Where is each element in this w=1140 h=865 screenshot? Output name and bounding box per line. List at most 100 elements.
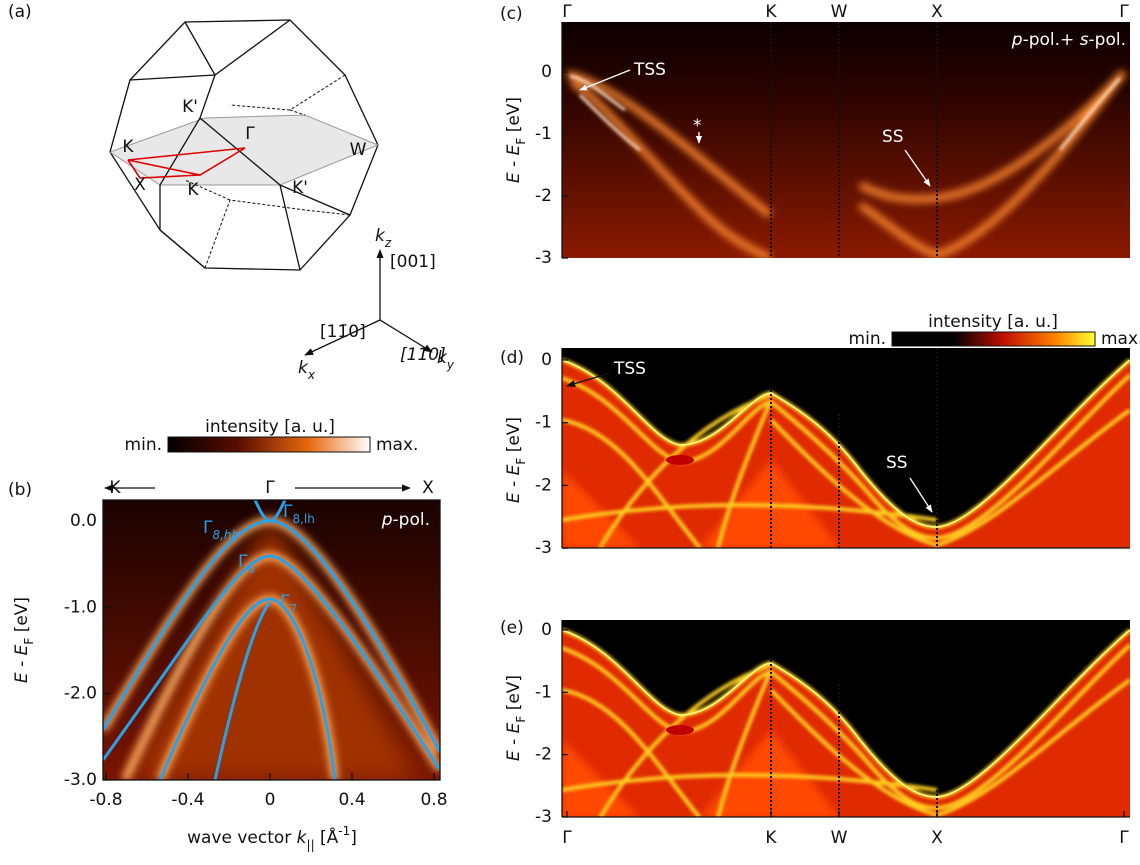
y-axis-label-part: [eV] — [12, 597, 32, 638]
x-tick-label: 0.4 — [338, 790, 365, 810]
polarization-part: p — [381, 510, 393, 530]
y-axis-label: E - EF [eV] — [504, 417, 528, 503]
axis-direction: [110] — [400, 345, 446, 365]
polarization-part: -pol.+ — [1023, 30, 1080, 50]
axis-ky-part: y — [446, 358, 455, 372]
calc-panel-e — [562, 620, 1130, 818]
x-axis-label: wave vector k|| [Å-1] — [187, 824, 357, 852]
annotation: SS — [882, 127, 904, 147]
axis-kz-part: z — [384, 236, 392, 250]
axis-kz: kz — [375, 226, 392, 250]
polarization-part: -pol. — [1089, 30, 1126, 50]
polarization: p-pol. — [381, 510, 430, 530]
point-label: Γ — [245, 124, 255, 144]
k-point-label: Γ — [562, 828, 572, 848]
annotation: TSS — [613, 359, 646, 379]
colorbar-max: max. — [376, 435, 418, 455]
panel-label: (d) — [500, 348, 524, 368]
band-label-part: 8,lh — [292, 512, 314, 526]
colorbar-title: intensity [a. u.] — [928, 312, 1058, 332]
band-label-part: 8,hh — [212, 528, 239, 542]
y-axis-label-part: E — [504, 144, 524, 155]
annotation: * — [693, 116, 702, 136]
y-axis-label-part: - — [504, 475, 524, 492]
annotation: TSS — [633, 60, 666, 80]
y-axis-label-part: [eV] — [504, 97, 524, 138]
y-tick-label: -1.0 — [64, 597, 97, 617]
y-axis-label: E - EF [eV] — [504, 675, 528, 761]
y-tick-label: 0.0 — [70, 511, 97, 531]
y-tick-label: -1 — [535, 682, 552, 702]
x-tick-label: 0 — [265, 790, 276, 810]
axis-kx: kx — [298, 358, 316, 382]
point-label: X — [134, 175, 146, 195]
polarization: p-pol.+ s-pol. — [1011, 30, 1126, 50]
y-tick-label: -3 — [535, 807, 552, 827]
polarization-part: p — [1011, 30, 1023, 50]
colorbar-max: max. — [1101, 329, 1140, 349]
direction-label: K — [109, 478, 121, 498]
y-tick-label: -1 — [535, 124, 552, 144]
point-label: K — [187, 180, 199, 200]
k-point-label: K — [765, 828, 777, 848]
k-point-label: Γ — [1119, 2, 1129, 22]
x-axis-label-part: -1 — [338, 824, 350, 838]
y-tick-label: 0 — [541, 350, 552, 370]
annotation: SS — [886, 453, 908, 473]
polarization-part: s — [1080, 30, 1089, 50]
point-label: K' — [292, 178, 308, 198]
y-tick-label: -3.0 — [64, 770, 97, 790]
band-label-part: 6 — [247, 562, 255, 576]
point-label: W — [350, 140, 367, 160]
colorbar-min: min. — [849, 329, 886, 349]
panel-label: (c) — [500, 4, 523, 24]
calc-panel-d — [562, 332, 1130, 548]
y-axis-label-part: E — [12, 644, 32, 655]
panel-label: (b) — [8, 480, 32, 500]
point-label: K — [122, 137, 134, 157]
x-tick-label: -0.4 — [171, 790, 204, 810]
colorbar-min: min. — [125, 435, 162, 455]
panel-label: (e) — [500, 618, 524, 638]
y-tick-label: 0 — [541, 62, 552, 82]
x-tick-label: -0.8 — [89, 790, 122, 810]
band-label-part: 7 — [289, 602, 297, 616]
y-axis-label-part: E — [504, 722, 524, 733]
y-tick-label: 0 — [541, 620, 552, 640]
arpes-panel-c — [562, 22, 1130, 258]
y-axis-label-part: E — [504, 172, 524, 183]
direction-label: X — [422, 478, 434, 498]
y-axis-label: E - EF [eV] — [12, 597, 36, 683]
x-axis-label-part: ] — [350, 828, 357, 848]
y-axis-label-part: E — [504, 750, 524, 761]
k-point-label: K — [765, 2, 777, 22]
y-axis-label-part: - — [12, 655, 32, 672]
y-axis-label-part: [eV] — [504, 417, 524, 458]
figure: (a)K'ΓKWXKK'kz[001]kx[11̄0]ky[110](b)int… — [0, 0, 1140, 861]
y-axis-label-part: - — [504, 733, 524, 750]
y-axis-label-part: [eV] — [504, 675, 524, 716]
y-axis-label-part: E — [12, 672, 32, 683]
y-tick-label: -2 — [535, 186, 552, 206]
axis-direction: [11̄0] — [320, 322, 366, 342]
brillouin-zone — [110, 20, 432, 355]
y-tick-label: -3 — [535, 538, 552, 558]
panel-label: (a) — [8, 2, 32, 22]
axis-direction: [001] — [390, 252, 436, 272]
polarization-part: -pol. — [393, 510, 430, 530]
y-axis-label-part: E — [504, 492, 524, 503]
y-tick-label: -3 — [535, 248, 552, 268]
y-axis-label-part: - — [504, 155, 524, 172]
k-point-label: X — [931, 828, 943, 848]
y-tick-label: -2.0 — [64, 684, 97, 704]
y-axis-label-part: E — [504, 464, 524, 475]
y-tick-label: -2 — [535, 475, 552, 495]
k-point-label: Γ — [1119, 828, 1129, 848]
k-point-label: W — [831, 828, 848, 848]
x-axis-label-part: wave vector — [187, 828, 297, 848]
colorbar-title: intensity [a. u.] — [205, 417, 335, 437]
axis-kx-part: x — [307, 368, 316, 382]
x-tick-label: 0.8 — [420, 790, 447, 810]
direction-label: Γ — [265, 478, 275, 498]
k-point-label: W — [831, 2, 848, 22]
